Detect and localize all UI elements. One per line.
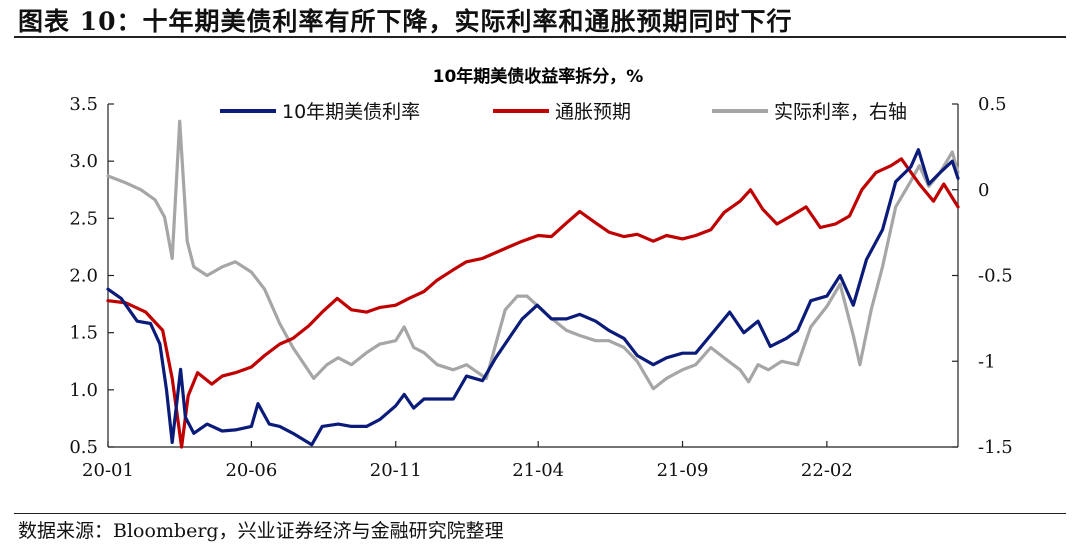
y-left-tick-label: 0.5 xyxy=(69,437,98,458)
y-right-tick-label: -1 xyxy=(978,351,996,372)
y-right-tick-label: -1.5 xyxy=(978,437,1013,458)
series-line-1 xyxy=(106,148,960,447)
legend-label-1: 10年期美债利率 xyxy=(282,101,420,123)
x-tick-label: 20-06 xyxy=(225,460,277,481)
legend: 10年期美债利率 通胀预期 实际利率，右轴 xyxy=(220,101,907,123)
legend-label-2: 通胀预期 xyxy=(555,101,631,123)
y-left-tick-label: 3.0 xyxy=(69,151,98,172)
axes: 0.5 1.0 1.5 2.0 2.5 3.0 3.5 0.5 0 -0.5 -1 -1.5 20-01… xyxy=(69,94,1012,481)
x-tick-label: 20-01 xyxy=(82,460,134,481)
series-line-2 xyxy=(106,157,960,449)
series-line-3 xyxy=(106,119,960,391)
legend-label-3: 实际利率，右轴 xyxy=(774,101,907,123)
x-tick-label: 22-02 xyxy=(801,460,853,481)
series-group xyxy=(106,119,960,449)
y-left-tick-label: 2.5 xyxy=(69,208,98,229)
chart: 10年期美债收益率拆分，% 10年期美债利率 通胀预期 实际利率，右轴 0.5 1.0… xyxy=(69,66,1012,481)
y-right-tick-label: 0 xyxy=(978,180,989,201)
x-tick-label: 20-11 xyxy=(370,460,422,481)
chart-title: 10年期美债收益率拆分，% xyxy=(433,66,644,87)
figure-title: 图表 10：十年期美债利率有所下降，实际利率和通胀预期同时下行 xyxy=(18,7,793,36)
source-note: 数据来源：Bloomberg，兴业证券经济与金融研究院整理 xyxy=(18,520,504,542)
y-left-tick-label: 1.0 xyxy=(69,380,98,401)
y-right-tick-label: 0.5 xyxy=(978,94,1007,115)
title-rule xyxy=(14,36,1066,38)
x-tick-label: 21-09 xyxy=(657,460,709,481)
y-left-tick-label: 3.5 xyxy=(69,94,98,115)
y-right-tick-label: -0.5 xyxy=(978,266,1013,287)
x-tick-label: 21-04 xyxy=(512,460,564,481)
source-rule xyxy=(14,513,1066,514)
y-left-tick-label: 1.5 xyxy=(69,323,98,344)
y-left-tick-label: 2.0 xyxy=(69,266,98,287)
